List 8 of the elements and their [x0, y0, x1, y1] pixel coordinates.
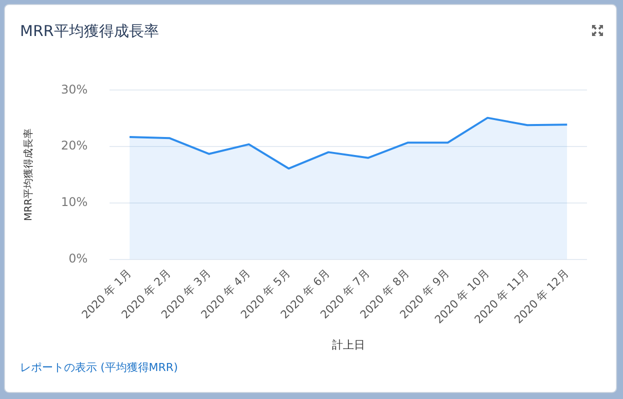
chart-title: MRR平均獲得成長率: [20, 22, 159, 41]
y-tick-label: 20%: [61, 138, 88, 153]
y-tick-label: 10%: [61, 195, 88, 210]
y-tick-label: 0%: [68, 251, 88, 266]
y-axis-title: MRR平均獲得成長率: [22, 128, 35, 221]
text: レポートの表示 (平均獲得MRR): [20, 360, 178, 375]
y-tick-label: 30%: [61, 82, 88, 96]
x-axis-title: 計上日: [332, 338, 365, 352]
